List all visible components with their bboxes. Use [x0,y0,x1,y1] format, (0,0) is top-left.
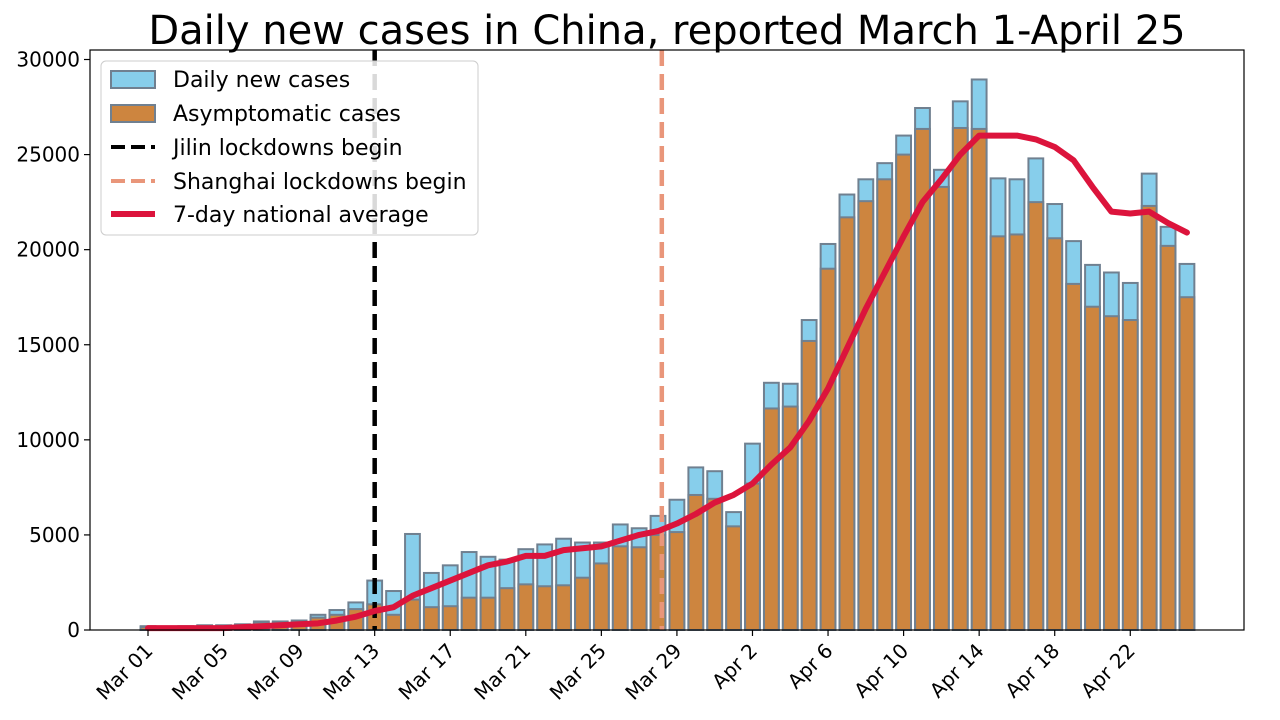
asymptomatic-cases-bar [536,585,554,632]
x-tick-label: Mar 21 [469,639,535,705]
asymptomatic-cases-bar [479,596,497,631]
x-tick-label: Apr 22 [1076,639,1140,703]
plot-frame [89,49,1245,631]
legend-frame [100,60,479,236]
asymptomatic-cases-bar [744,482,761,631]
asymptomatic-cases-bar [800,339,818,631]
asymptomatic-cases-bar [592,562,610,631]
x-tick-label: Apr 18 [1000,639,1064,703]
legend-swatch-asymptomatic [110,104,156,123]
x-tick-label: Apr 2 [707,639,762,694]
average-line [145,132,1190,632]
asymptomatic-cases-bar [668,531,686,632]
y-tick-label: 15000 [16,333,80,357]
asymptomatic-cases-bar [838,216,856,631]
asymptomatic-cases-bar [951,126,969,631]
asymptomatic-cases-bar [819,267,837,631]
asymptomatic-cases-bar [1046,237,1064,631]
asymptomatic-cases-bar [498,587,516,631]
legend-label-average: 7-day national average [173,203,429,228]
legend-label-shanghai: Shanghai lockdowns begin [173,170,467,195]
asymptomatic-cases-bar [422,606,440,631]
y-tick-label: 10000 [16,428,80,452]
asymptomatic-cases-bar [611,545,629,632]
asymptomatic-cases-bar [970,127,988,631]
x-tick-label: Mar 25 [545,639,611,705]
x-tick-label: Mar 09 [243,639,309,705]
asymptomatic-cases-bar [1178,296,1196,631]
legend-label-daily: Daily new cases [173,68,350,93]
x-tick-label: Apr 6 [783,639,838,694]
legend-label-asymptomatic: Asymptomatic cases [173,102,401,127]
asymptomatic-cases-bar [460,596,478,631]
y-axis: 0 5000 10000 15000 20000 25000 30000 [16,48,90,642]
y-tick-label: 5000 [29,523,80,547]
x-tick-label: Mar 29 [620,639,686,705]
asymptomatic-cases-bar [932,185,950,631]
asymptomatic-cases-bar [517,583,535,631]
asymptomatic-cases-bar [1084,305,1101,631]
asymptomatic-cases-bar [1008,233,1026,632]
x-axis: Mar 01 Mar 05 Mar 09 Mar 13 Mar 17 Mar 21 Mar … [91,630,1140,705]
legend-swatch-daily [110,70,156,89]
x-tick-label: Apr 14 [925,639,989,703]
asymptomatic-cases-bar [385,613,402,631]
asymptomatic-cases-bar [574,576,591,632]
asymptomatic-cases-bar [1121,319,1139,631]
y-tick-label: 30000 [16,48,80,72]
x-tick-label: Mar 17 [394,639,460,705]
asymptomatic-cases-bar [1159,244,1177,631]
asymptomatic-cases-bar [404,598,421,632]
x-tick-label: Mar 01 [91,639,157,705]
x-tick-label: Mar 05 [167,639,233,705]
average-line-group [145,132,1190,632]
legend-label-jilin: Jilin lockdowns begin [171,136,403,161]
asymptomatic-cases-bar [1027,201,1045,631]
asymptomatic-cases-bar [876,178,894,631]
asymptomatic-cases-bar [989,235,1007,632]
y-tick-label: 25000 [16,143,80,167]
asymptomatic-cases-bar [706,497,724,632]
asymptomatic-cases-bar [1065,282,1083,631]
legend: Daily new cases Asymptomatic cases Jilin… [100,60,479,236]
asymptomatic-cases-bar [555,584,572,631]
chart-title: Daily new cases in China, reported March… [148,8,1185,54]
asymptomatic-cases-bar [857,200,875,631]
y-tick-label: 20000 [16,238,80,262]
asymptomatic-cases-bar [762,407,780,631]
asymptomatic-cases-bar [1140,204,1158,631]
x-tick-label: Mar 13 [318,639,384,705]
asymptomatic-cases-bar [630,546,648,632]
asymptomatic-cases-bar [725,525,742,631]
x-tick-label: Apr 10 [849,639,913,703]
asymptomatic-cases-bar [1102,315,1120,631]
asymptomatic-cases-bar [441,605,459,631]
y-tick-label: 0 [67,618,80,642]
